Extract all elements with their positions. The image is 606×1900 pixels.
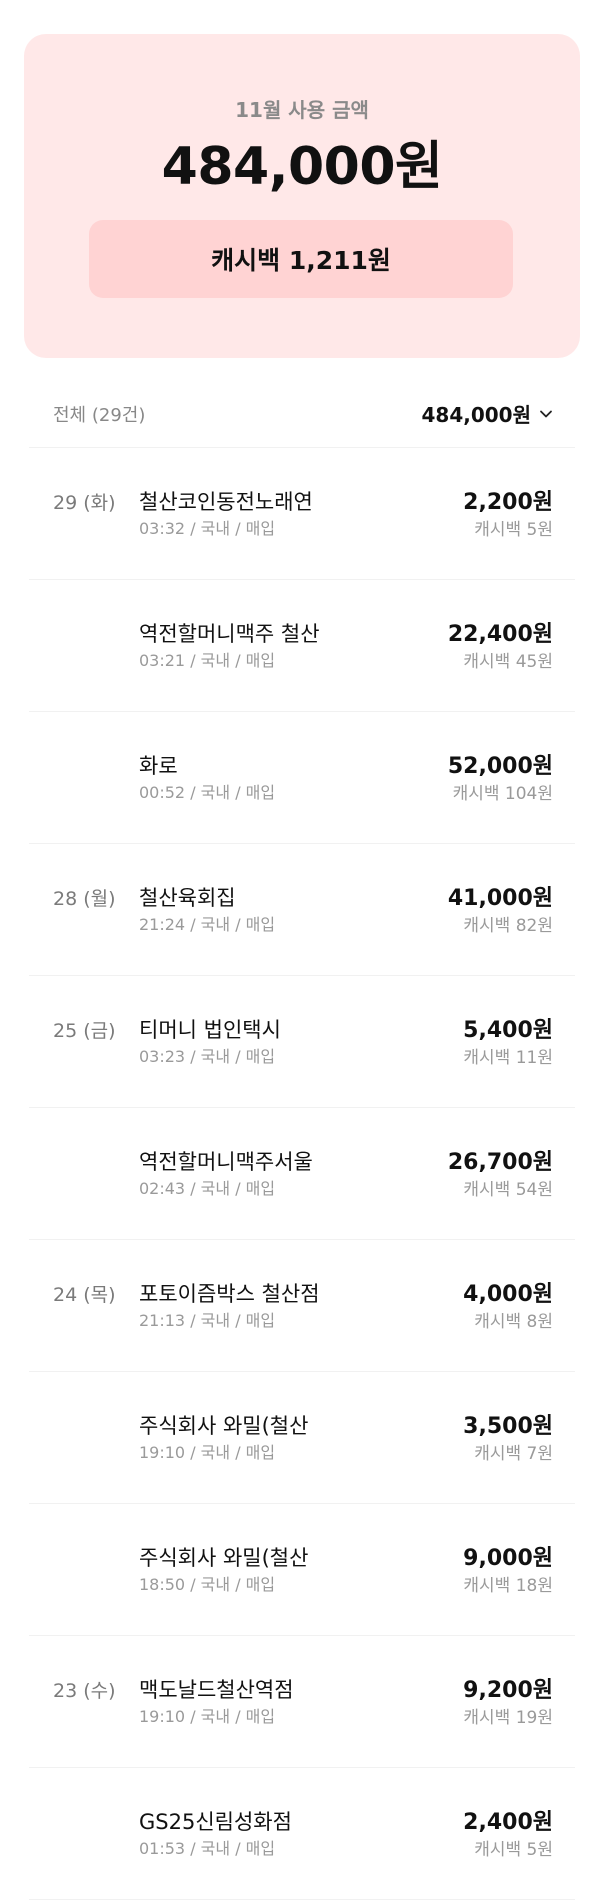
transaction-row[interactable]: 주식회사 와밀(철산 18:50 / 국내 / 매입 9,000원 캐시백 18… xyxy=(29,1504,575,1636)
row-cashback: 캐시백 7원 xyxy=(474,1444,553,1464)
transaction-row[interactable]: 28 (월) 철산육회집 21:24 / 국내 / 매입 41,000원 캐시백… xyxy=(29,844,575,976)
row-merchant: 주식회사 와밀(철산 xyxy=(139,1546,309,1570)
transaction-row[interactable]: 주식회사 와밀(철산 19:10 / 국내 / 매입 3,500원 캐시백 7원 xyxy=(29,1372,575,1504)
row-cashback: 캐시백 8원 xyxy=(474,1312,553,1332)
row-amount: 26,700원 xyxy=(447,1150,553,1175)
monthly-summary-card: 11월 사용 금액 484,000원 캐시백 1,211원 xyxy=(24,34,580,358)
summary-label: 11월 사용 금액 xyxy=(235,98,369,122)
row-merchant: GS25신림성화점 xyxy=(139,1810,292,1834)
row-date: 24 (목) xyxy=(53,1284,116,1306)
row-meta: 01:53 / 국내 / 매입 xyxy=(139,1839,276,1858)
row-meta: 21:13 / 국내 / 매입 xyxy=(139,1311,276,1330)
row-merchant: 포토이즘박스 철산점 xyxy=(139,1282,320,1306)
row-merchant: 맥도날드철산역점 xyxy=(139,1678,294,1702)
row-merchant: 역전할머니맥주 철산 xyxy=(139,622,320,646)
row-amount: 2,400원 xyxy=(463,1810,553,1835)
row-amount: 9,200원 xyxy=(463,1678,553,1703)
transaction-row[interactable]: 23 (수) 맥도날드철산역점 19:10 / 국내 / 매입 9,200원 캐… xyxy=(29,1636,575,1768)
transaction-row[interactable]: 25 (금) 티머니 법인택시 03:23 / 국내 / 매입 5,400원 캐… xyxy=(29,976,575,1108)
row-date: 23 (수) xyxy=(53,1680,116,1702)
cashback-total-button[interactable]: 캐시백 1,211원 xyxy=(89,220,513,298)
row-cashback: 캐시백 18원 xyxy=(463,1576,553,1596)
row-meta: 21:24 / 국내 / 매입 xyxy=(139,915,276,934)
transaction-row[interactable]: GS25신림성화점 01:53 / 국내 / 매입 2,400원 캐시백 5원 xyxy=(29,1768,575,1900)
row-meta: 03:23 / 국내 / 매입 xyxy=(139,1047,276,1066)
row-cashback: 캐시백 82원 xyxy=(463,916,553,936)
row-amount: 9,000원 xyxy=(463,1546,553,1571)
row-cashback: 캐시백 5원 xyxy=(474,1840,553,1860)
row-meta: 19:10 / 국내 / 매입 xyxy=(139,1707,276,1726)
row-cashback: 캐시백 104원 xyxy=(452,784,553,804)
transaction-row[interactable]: 화로 00:52 / 국내 / 매입 52,000원 캐시백 104원 xyxy=(29,712,575,844)
row-cashback: 캐시백 19원 xyxy=(463,1708,553,1728)
list-total-amount: 484,000원 xyxy=(421,403,532,427)
row-amount: 22,400원 xyxy=(447,622,553,647)
row-amount: 2,200원 xyxy=(463,490,553,515)
row-merchant: 주식회사 와밀(철산 xyxy=(139,1414,309,1438)
row-amount: 41,000원 xyxy=(447,886,553,911)
row-meta: 00:52 / 국내 / 매입 xyxy=(139,783,276,802)
row-merchant: 역전할머니맥주서울 xyxy=(139,1150,313,1174)
row-cashback: 캐시백 5원 xyxy=(474,520,553,540)
summary-amount: 484,000원 xyxy=(161,137,443,197)
transaction-row[interactable]: 역전할머니맥주서울 02:43 / 국내 / 매입 26,700원 캐시백 54… xyxy=(29,1108,575,1240)
row-date: 28 (월) xyxy=(53,888,116,910)
row-amount: 3,500원 xyxy=(463,1414,553,1439)
total-filter-dropdown[interactable]: 484,000원 xyxy=(422,399,554,428)
row-cashback: 캐시백 45원 xyxy=(463,652,553,672)
row-merchant: 철산육회집 xyxy=(139,886,236,910)
transaction-row[interactable]: 29 (화) 철산코인동전노래연 03:32 / 국내 / 매입 2,200원 … xyxy=(29,448,575,580)
list-header: 전체 (29건) 484,000원 xyxy=(29,380,575,448)
row-meta: 19:10 / 국내 / 매입 xyxy=(139,1443,276,1462)
row-meta: 02:43 / 국내 / 매입 xyxy=(139,1179,276,1198)
row-date: 25 (금) xyxy=(53,1020,116,1042)
row-amount: 52,000원 xyxy=(447,754,553,779)
row-meta: 03:32 / 국내 / 매입 xyxy=(139,519,276,538)
transaction-row[interactable]: 24 (목) 포토이즘박스 철산점 21:13 / 국내 / 매입 4,000원… xyxy=(29,1240,575,1372)
row-amount: 5,400원 xyxy=(463,1018,553,1043)
row-merchant: 화로 xyxy=(139,754,178,778)
transaction-count: 전체 (29건) xyxy=(53,404,146,426)
transaction-list: 전체 (29건) 484,000원 29 (화) 철산코인동전노래연 03:32… xyxy=(29,380,575,1900)
row-cashback: 캐시백 11원 xyxy=(463,1048,553,1068)
row-merchant: 티머니 법인택시 xyxy=(139,1018,281,1042)
row-amount: 4,000원 xyxy=(463,1282,553,1307)
chevron-down-icon xyxy=(540,410,552,417)
row-cashback: 캐시백 54원 xyxy=(463,1180,553,1200)
row-merchant: 철산코인동전노래연 xyxy=(139,490,313,514)
row-meta: 03:21 / 국내 / 매입 xyxy=(139,651,276,670)
row-meta: 18:50 / 국내 / 매입 xyxy=(139,1575,276,1594)
transaction-row[interactable]: 역전할머니맥주 철산 03:21 / 국내 / 매입 22,400원 캐시백 4… xyxy=(29,580,575,712)
row-date: 29 (화) xyxy=(53,492,116,514)
